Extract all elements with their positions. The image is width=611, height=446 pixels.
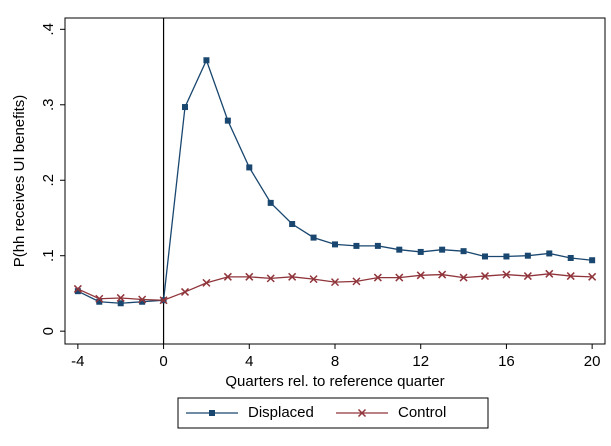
legend-marker	[357, 408, 367, 418]
marker	[439, 246, 446, 253]
x-tick-label: 8	[331, 353, 339, 370]
marker	[589, 257, 596, 264]
marker	[203, 57, 210, 64]
marker	[74, 288, 81, 295]
marker	[139, 298, 146, 305]
x-tick-label: 20	[584, 353, 601, 370]
x-tick-label: 0	[159, 353, 167, 370]
marker	[353, 242, 360, 249]
x-tick-label: 16	[498, 353, 515, 370]
marker	[438, 270, 447, 279]
marker	[116, 293, 125, 302]
marker	[202, 278, 211, 287]
marker	[480, 272, 490, 281]
marker	[523, 272, 532, 281]
marker	[288, 272, 297, 281]
marker	[289, 221, 296, 228]
marker	[96, 298, 103, 305]
marker	[545, 269, 554, 278]
x-axis-label: Quarters rel. to reference quarter	[225, 373, 444, 390]
y-tick-label: .1	[40, 249, 57, 262]
marker	[460, 248, 467, 255]
y-axis-label: P(hh receives UI benefits)	[11, 95, 28, 268]
marker	[373, 273, 382, 282]
x-tick-label: 4	[245, 353, 253, 370]
marker	[309, 275, 318, 284]
marker	[374, 242, 381, 249]
marker	[182, 104, 188, 111]
marker	[330, 278, 340, 287]
marker	[224, 117, 231, 124]
marker	[352, 277, 361, 286]
marker	[396, 246, 403, 253]
marker	[416, 271, 425, 280]
marker	[459, 273, 468, 282]
marker	[588, 272, 597, 281]
marker	[223, 272, 232, 281]
marker	[245, 272, 254, 281]
y-tick-label: 0	[40, 327, 57, 335]
marker	[266, 274, 275, 283]
marker	[95, 294, 104, 303]
marker	[566, 272, 575, 281]
legend-marker	[209, 410, 215, 416]
legend-label: Displaced	[248, 404, 314, 421]
x-tick-label: -4	[71, 353, 84, 370]
marker	[482, 253, 488, 260]
y-tick-label: .3	[40, 99, 57, 112]
plot-frame	[64, 17, 606, 345]
marker	[417, 248, 424, 255]
marker	[310, 234, 317, 241]
marker	[567, 254, 574, 261]
marker	[117, 300, 124, 307]
y-tick-label: .2	[40, 174, 57, 187]
marker	[267, 199, 274, 206]
marker	[159, 296, 168, 305]
marker	[332, 241, 338, 248]
marker	[502, 270, 511, 279]
marker	[524, 252, 531, 259]
legend-label: Control	[398, 404, 446, 421]
marker	[180, 287, 190, 296]
x-tick-label: 12	[412, 353, 429, 370]
marker	[73, 284, 82, 293]
marker	[246, 164, 253, 171]
y-tick-label: .4	[40, 23, 57, 36]
marker	[546, 250, 553, 257]
marker	[503, 253, 510, 260]
marker	[138, 295, 147, 304]
marker	[395, 273, 404, 282]
